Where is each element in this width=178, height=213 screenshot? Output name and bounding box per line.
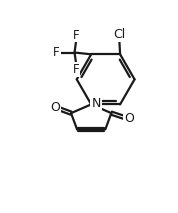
Text: F: F (53, 46, 60, 59)
Text: N: N (91, 97, 101, 110)
Text: F: F (73, 63, 80, 76)
Text: O: O (124, 112, 134, 125)
Text: O: O (50, 101, 60, 114)
Text: F: F (73, 29, 80, 42)
Text: Cl: Cl (113, 28, 125, 41)
